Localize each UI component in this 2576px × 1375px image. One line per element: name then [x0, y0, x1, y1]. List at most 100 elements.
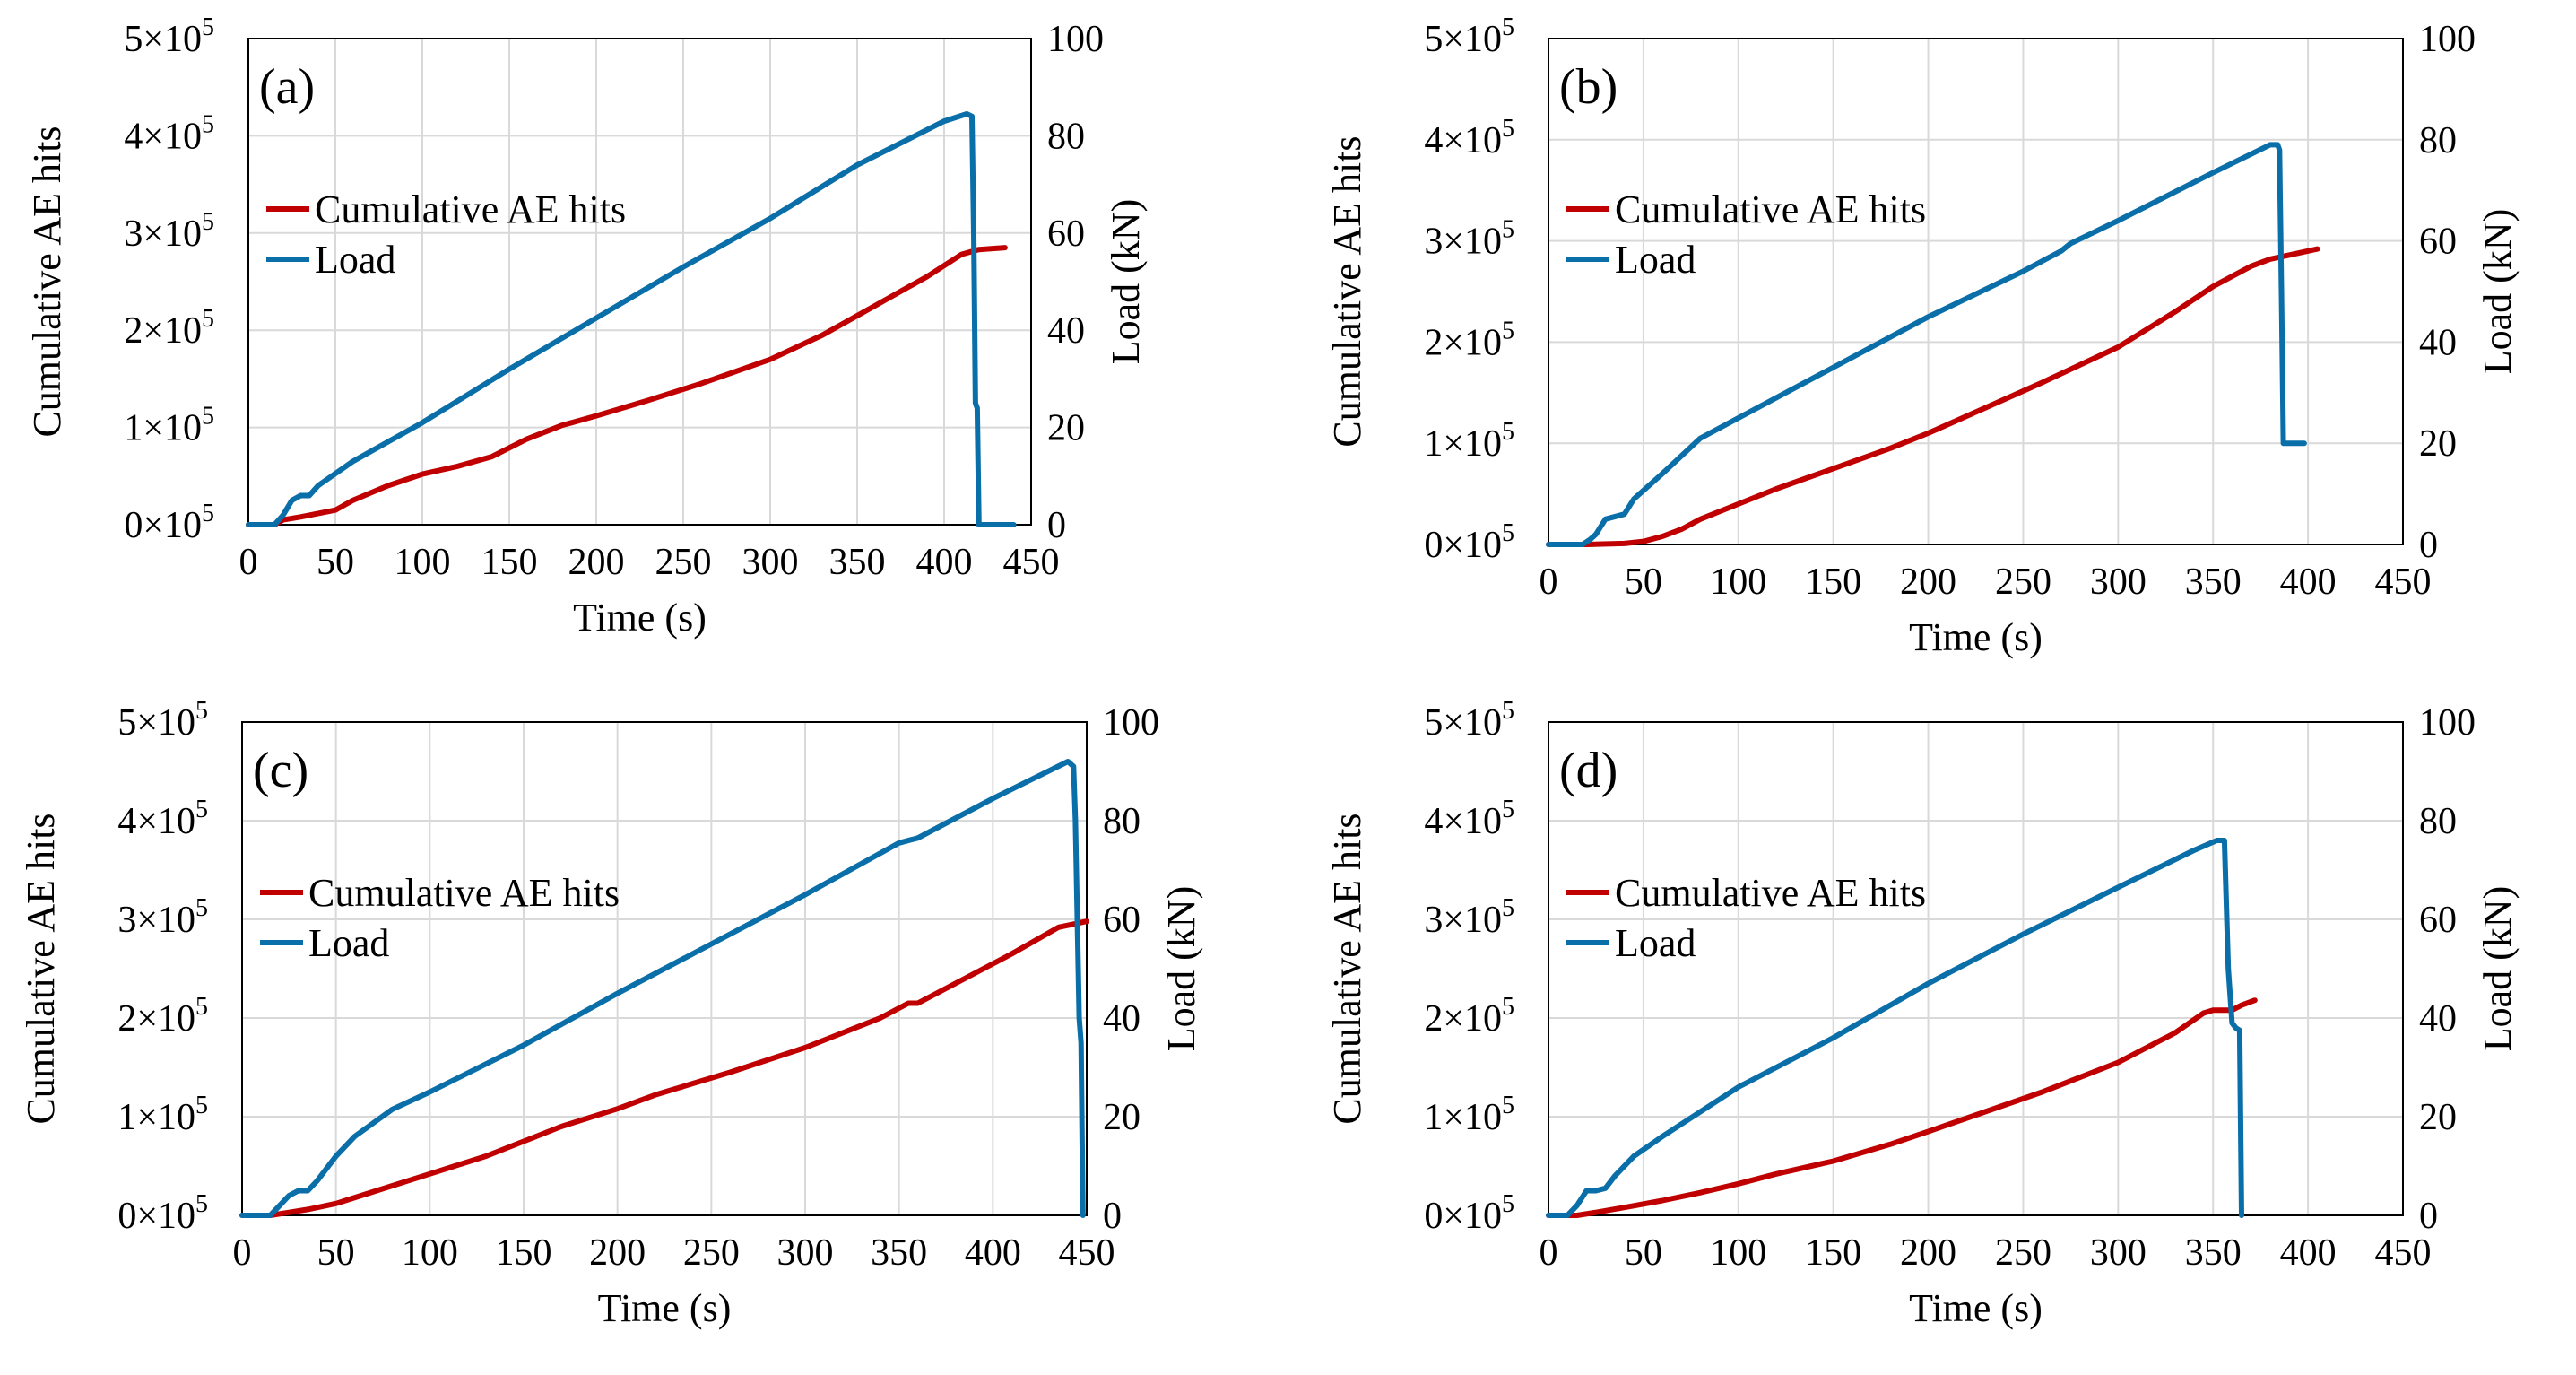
y-left-tick-exponent: 5	[1502, 1092, 1514, 1119]
y-left-tick-base: 4×10	[1424, 120, 1502, 161]
x-tick-label: 100	[1710, 1232, 1766, 1274]
y-left-tick-exponent: 5	[1502, 993, 1514, 1021]
y-right-tick-label: 100	[2419, 702, 2476, 744]
y-left-tick-exponent: 5	[195, 993, 208, 1021]
y-left-tick-label: 5×105	[1424, 697, 1514, 744]
y-left-tick-exponent: 5	[1502, 317, 1514, 344]
x-tick-label: 200	[589, 1232, 646, 1274]
y-left-tick-base: 5×10	[124, 19, 202, 60]
y-left-tick-exponent: 5	[1502, 216, 1514, 244]
y-left-tick-base: 2×10	[124, 310, 202, 352]
x-axis-ticks: 0 50 100 150 200 250 300 350 400 450	[1540, 1232, 2432, 1274]
x-tick-label: 350	[871, 1232, 927, 1274]
y-left-axis-title: Cumulative AE hits	[1325, 813, 1369, 1124]
y-left-tick-base: 2×10	[117, 998, 195, 1040]
y-left-tick-base: 4×10	[117, 801, 195, 842]
x-axis-ticks: 0 50 100 150 200 250 300 350 400 450	[239, 542, 1060, 583]
series-line-load	[1546, 838, 2244, 1218]
x-tick-label: 150	[481, 542, 538, 583]
x-axis-ticks: 0 50 100 150 200 250 300 350 400 450	[1540, 561, 2432, 603]
y-left-tick-label: 0×105	[1424, 519, 1514, 566]
y-right-tick-label: 40	[1103, 998, 1141, 1040]
x-tick-label: 150	[1805, 561, 1861, 603]
y-left-tick-label: 1×105	[117, 1092, 208, 1138]
y-left-tick-exponent: 5	[195, 1190, 208, 1218]
series-line-cumulative-ae-hits	[239, 918, 1089, 1218]
legend-label-ae: Cumulative AE hits	[315, 187, 626, 231]
y-left-tick-base: 2×10	[1424, 322, 1502, 363]
series-lines	[246, 111, 1017, 527]
y-left-tick-label: 4×105	[1424, 115, 1514, 161]
y-left-tick-label: 2×105	[1424, 317, 1514, 363]
y-left-tick-base: 4×10	[124, 116, 202, 157]
series-line-cumulative-ae-hits	[246, 245, 1008, 527]
x-tick-label: 450	[2375, 1232, 2432, 1274]
x-tick-label: 100	[402, 1232, 458, 1274]
y-left-tick-base: 3×10	[124, 213, 202, 255]
y-right-tick-label: 80	[2419, 801, 2457, 842]
x-tick-label: 50	[1625, 561, 1662, 603]
y-left-tick-label: 4×105	[1424, 796, 1514, 842]
y-right-tick-label: 80	[2419, 120, 2457, 161]
y-left-tick-base: 1×10	[117, 1097, 195, 1138]
y-left-tick-exponent: 5	[195, 697, 208, 725]
series-lines	[1546, 838, 2258, 1218]
y-left-tick-label: 1×105	[1424, 418, 1514, 465]
legend: Cumulative AE hits Load	[266, 187, 626, 282]
y-right-tick-label: 60	[1103, 900, 1141, 941]
y-left-tick-label: 4×105	[124, 110, 214, 157]
y-right-tick-label: 60	[2419, 900, 2457, 941]
y-left-tick-base: 1×10	[124, 408, 202, 449]
x-tick-label: 100	[1710, 561, 1766, 603]
series-lines	[239, 759, 1089, 1218]
x-tick-label: 200	[568, 542, 625, 583]
y-right-axis-title: Load (kN)	[1159, 886, 1203, 1052]
y-right-tick-label: 20	[1047, 408, 1085, 449]
y-left-tick-exponent: 5	[195, 796, 208, 823]
y-left-tick-base: 2×10	[1424, 998, 1502, 1040]
legend-label-load: Load	[308, 921, 389, 965]
y-left-tick-base: 5×10	[117, 702, 195, 744]
y-right-axis-title: Load (kN)	[2476, 209, 2520, 375]
x-axis-title: Time (s)	[1909, 1286, 2043, 1330]
legend-label-ae: Cumulative AE hits	[1615, 871, 1926, 915]
x-tick-label: 250	[1995, 1232, 2051, 1274]
x-tick-label: 50	[317, 1232, 355, 1274]
y-right-axis-ticks: 0 20 40 60 80 100	[1047, 19, 1104, 546]
y-right-axis-ticks: 0 20 40 60 80 100	[2419, 19, 2476, 566]
x-tick-label: 450	[1003, 542, 1060, 583]
legend: Cumulative AE hits Load	[1566, 187, 1926, 282]
y-left-tick-exponent: 5	[1502, 13, 1514, 41]
panel-label: (d)	[1559, 743, 1618, 798]
plot-frame	[241, 721, 1088, 1216]
y-right-axis-ticks: 0 20 40 60 80 100	[2419, 702, 2476, 1237]
legend: Cumulative AE hits Load	[1566, 871, 1926, 965]
y-right-tick-label: 20	[1103, 1097, 1141, 1138]
y-right-tick-label: 20	[2419, 423, 2457, 465]
x-axis-title: Time (s)	[1909, 615, 2043, 659]
panel-label: (b)	[1559, 59, 1618, 115]
y-right-tick-label: 0	[1103, 1196, 1122, 1237]
series-line-load	[1546, 142, 2307, 547]
y-left-tick-exponent: 5	[1502, 418, 1514, 446]
y-left-tick-label: 1×105	[124, 403, 214, 449]
y-right-tick-label: 100	[1103, 702, 1159, 744]
x-tick-label: 200	[1900, 1232, 1956, 1274]
panel-label: (c)	[253, 743, 308, 798]
x-tick-label: 0	[233, 1232, 252, 1274]
y-left-tick-exponent: 5	[1502, 115, 1514, 143]
y-left-tick-exponent: 5	[202, 208, 214, 236]
y-left-axis-title: Cumulative AE hits	[19, 813, 63, 1124]
y-left-tick-label: 5×105	[124, 13, 214, 60]
y-left-tick-base: 5×10	[1424, 702, 1502, 744]
gridlines	[1548, 39, 2403, 544]
y-right-axis-title: Load (kN)	[2476, 886, 2520, 1052]
y-left-tick-exponent: 5	[202, 403, 214, 431]
legend-label-load: Load	[1615, 238, 1696, 282]
y-left-tick-exponent: 5	[195, 1092, 208, 1119]
y-right-tick-label: 60	[2419, 222, 2457, 263]
chart-panel-c: 0 50 100 150 200 250 300 350 400 4500×1051×1052×1…	[19, 697, 1203, 1330]
x-tick-label: 0	[239, 542, 258, 583]
